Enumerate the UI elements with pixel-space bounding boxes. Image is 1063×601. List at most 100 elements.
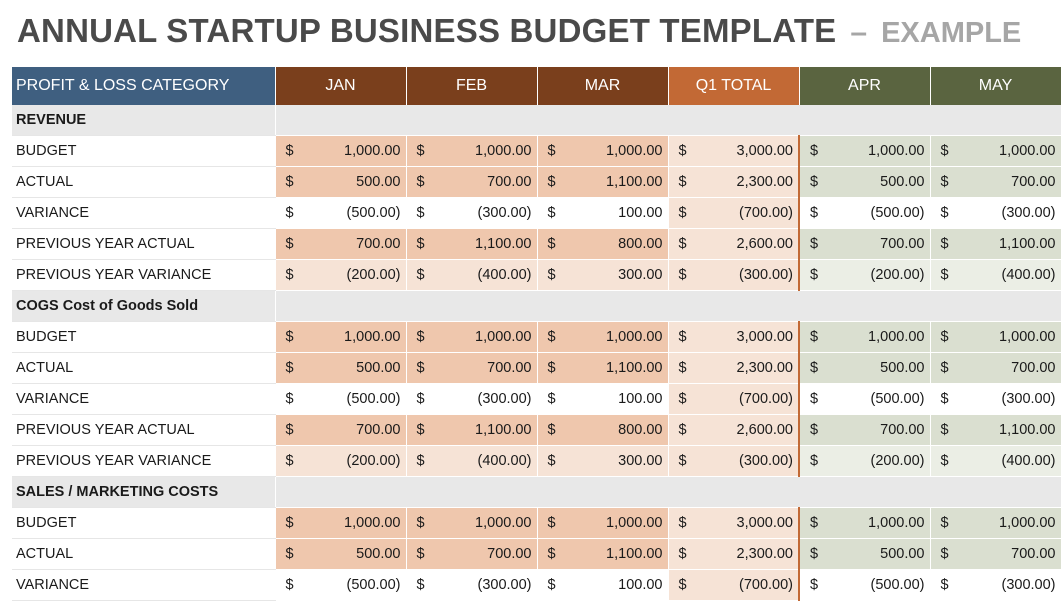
cell-jan[interactable]: $500.00 <box>275 538 407 570</box>
cell-mar[interactable]: $1,100.00 <box>537 352 669 384</box>
cell-q1-total[interactable]: $3,000.00 <box>668 135 800 167</box>
cell-may[interactable]: $ (300.00) <box>930 569 1062 601</box>
row-label[interactable]: ACTUAL <box>12 538 276 570</box>
cell-jan[interactable]: $ (200.00) <box>275 445 407 477</box>
section-title[interactable]: REVENUE <box>12 105 276 136</box>
section-filler[interactable] <box>275 290 1062 322</box>
cell-may[interactable]: $700.00 <box>930 352 1062 384</box>
row-label[interactable]: ACTUAL <box>12 166 276 198</box>
cell-may[interactable]: $700.00 <box>930 538 1062 570</box>
header-may[interactable]: MAY <box>930 67 1062 105</box>
row-label[interactable]: PREVIOUS YEAR VARIANCE <box>12 259 276 291</box>
section-filler[interactable] <box>275 105 1062 136</box>
header-apr[interactable]: APR <box>799 67 931 105</box>
cell-mar[interactable]: $100.00 <box>537 383 669 415</box>
cell-apr[interactable]: $1,000.00 <box>799 135 931 167</box>
cell-jan[interactable]: $1,000.00 <box>275 321 407 353</box>
header-q1-total[interactable]: Q1 TOTAL <box>668 67 800 105</box>
row-label[interactable]: BUDGET <box>12 507 276 539</box>
cell-may[interactable]: $ (400.00) <box>930 259 1062 291</box>
cell-q1-total[interactable]: $ (300.00) <box>668 445 800 477</box>
cell-may[interactable]: $1,100.00 <box>930 228 1062 260</box>
cell-mar[interactable]: $300.00 <box>537 259 669 291</box>
cell-apr[interactable]: $ (500.00) <box>799 383 931 415</box>
cell-apr[interactable]: $ (200.00) <box>799 259 931 291</box>
cell-may[interactable]: $ (300.00) <box>930 383 1062 415</box>
cell-jan[interactable]: $700.00 <box>275 228 407 260</box>
cell-q1-total[interactable]: $ (700.00) <box>668 569 800 601</box>
cell-jan[interactable]: $ (500.00) <box>275 383 407 415</box>
cell-mar[interactable]: $1,100.00 <box>537 538 669 570</box>
cell-apr[interactable]: $700.00 <box>799 414 931 446</box>
cell-q1-total[interactable]: $ (700.00) <box>668 197 800 229</box>
row-label[interactable]: PREVIOUS YEAR VARIANCE <box>12 445 276 477</box>
cell-feb[interactable]: $1,000.00 <box>406 321 538 353</box>
cell-feb[interactable]: $ (400.00) <box>406 445 538 477</box>
cell-feb[interactable]: $700.00 <box>406 538 538 570</box>
row-label[interactable]: VARIANCE <box>12 383 276 415</box>
cell-apr[interactable]: $ (500.00) <box>799 197 931 229</box>
cell-q1-total[interactable]: $2,600.00 <box>668 228 800 260</box>
cell-q1-total[interactable]: $2,300.00 <box>668 352 800 384</box>
row-label[interactable]: VARIANCE <box>12 569 276 601</box>
cell-apr[interactable]: $1,000.00 <box>799 507 931 539</box>
row-label[interactable]: ACTUAL <box>12 352 276 384</box>
cell-may[interactable]: $1,100.00 <box>930 414 1062 446</box>
cell-apr[interactable]: $500.00 <box>799 352 931 384</box>
row-label[interactable]: BUDGET <box>12 321 276 353</box>
cell-jan[interactable]: $ (500.00) <box>275 569 407 601</box>
cell-feb[interactable]: $1,100.00 <box>406 414 538 446</box>
cell-feb[interactable]: $1,000.00 <box>406 135 538 167</box>
cell-q1-total[interactable]: $ (700.00) <box>668 383 800 415</box>
cell-mar[interactable]: $100.00 <box>537 569 669 601</box>
cell-may[interactable]: $ (400.00) <box>930 445 1062 477</box>
header-category[interactable]: PROFIT & LOSS CATEGORY <box>12 67 276 105</box>
cell-may[interactable]: $1,000.00 <box>930 507 1062 539</box>
cell-jan[interactable]: $500.00 <box>275 166 407 198</box>
cell-apr[interactable]: $ (500.00) <box>799 569 931 601</box>
cell-q1-total[interactable]: $ (300.00) <box>668 259 800 291</box>
cell-q1-total[interactable]: $2,300.00 <box>668 538 800 570</box>
cell-mar[interactable]: $300.00 <box>537 445 669 477</box>
cell-jan[interactable]: $ (200.00) <box>275 259 407 291</box>
cell-mar[interactable]: $800.00 <box>537 228 669 260</box>
cell-mar[interactable]: $1,000.00 <box>537 135 669 167</box>
cell-q1-total[interactable]: $3,000.00 <box>668 321 800 353</box>
cell-q1-total[interactable]: $2,600.00 <box>668 414 800 446</box>
cell-apr[interactable]: $500.00 <box>799 538 931 570</box>
cell-mar[interactable]: $800.00 <box>537 414 669 446</box>
header-jan[interactable]: JAN <box>275 67 407 105</box>
row-label[interactable]: PREVIOUS YEAR ACTUAL <box>12 228 276 260</box>
cell-feb[interactable]: $ (300.00) <box>406 197 538 229</box>
cell-apr[interactable]: $700.00 <box>799 228 931 260</box>
row-label[interactable]: PREVIOUS YEAR ACTUAL <box>12 414 276 446</box>
cell-feb[interactable]: $ (400.00) <box>406 259 538 291</box>
cell-apr[interactable]: $500.00 <box>799 166 931 198</box>
cell-mar[interactable]: $100.00 <box>537 197 669 229</box>
cell-feb[interactable]: $1,000.00 <box>406 507 538 539</box>
section-filler[interactable] <box>275 476 1062 508</box>
cell-jan[interactable]: $ (500.00) <box>275 197 407 229</box>
cell-jan[interactable]: $1,000.00 <box>275 135 407 167</box>
cell-jan[interactable]: $1,000.00 <box>275 507 407 539</box>
cell-feb[interactable]: $1,100.00 <box>406 228 538 260</box>
cell-feb[interactable]: $700.00 <box>406 166 538 198</box>
cell-may[interactable]: $1,000.00 <box>930 135 1062 167</box>
cell-jan[interactable]: $500.00 <box>275 352 407 384</box>
cell-may[interactable]: $1,000.00 <box>930 321 1062 353</box>
row-label[interactable]: VARIANCE <box>12 197 276 229</box>
cell-apr[interactable]: $1,000.00 <box>799 321 931 353</box>
cell-may[interactable]: $ (300.00) <box>930 197 1062 229</box>
section-title[interactable]: SALES / MARKETING COSTS <box>12 476 276 508</box>
cell-apr[interactable]: $ (200.00) <box>799 445 931 477</box>
cell-jan[interactable]: $700.00 <box>275 414 407 446</box>
cell-q1-total[interactable]: $2,300.00 <box>668 166 800 198</box>
cell-q1-total[interactable]: $3,000.00 <box>668 507 800 539</box>
header-feb[interactable]: FEB <box>406 67 538 105</box>
cell-mar[interactable]: $1,100.00 <box>537 166 669 198</box>
cell-feb[interactable]: $700.00 <box>406 352 538 384</box>
header-mar[interactable]: MAR <box>537 67 669 105</box>
cell-feb[interactable]: $ (300.00) <box>406 569 538 601</box>
cell-mar[interactable]: $1,000.00 <box>537 321 669 353</box>
cell-may[interactable]: $700.00 <box>930 166 1062 198</box>
